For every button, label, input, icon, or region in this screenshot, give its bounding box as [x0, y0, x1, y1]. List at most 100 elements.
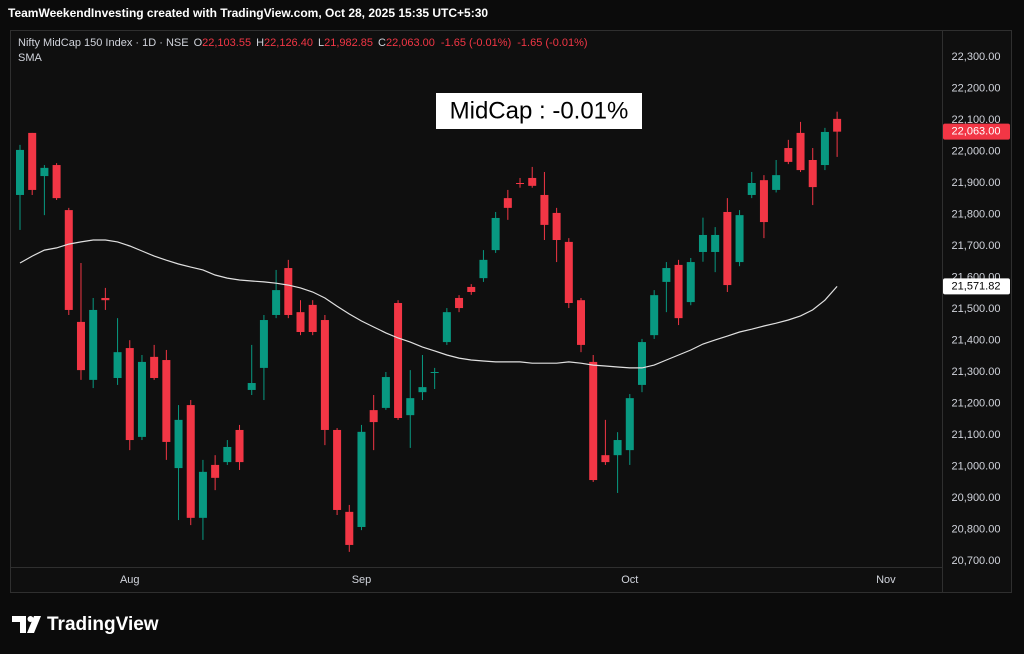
- y-tick-label: 22,000.00: [952, 145, 1001, 157]
- logo-mark: [27, 616, 34, 622]
- candle-body: [784, 148, 793, 162]
- sma-price-box: [943, 278, 1010, 295]
- y-tick-label: 20,700.00: [952, 555, 1001, 567]
- candle-body: [272, 290, 281, 315]
- change: -1.65 (-0.01%): [440, 37, 512, 49]
- candle-body: [601, 455, 610, 463]
- watermark: TradingView: [47, 614, 159, 635]
- change: -1.65 (-0.01%): [517, 37, 588, 49]
- candle-body: [833, 118, 842, 132]
- candle-body: [76, 321, 85, 371]
- candle-body: [137, 361, 146, 437]
- ohlc: O22,103.55 H22,126.40 L21,982.85 C22,063.00…: [189, 37, 588, 49]
- candle-body: [418, 387, 427, 393]
- legend-row: Nifty MidCap 150 Index · 1D · NSE O22,103…: [18, 36, 588, 51]
- y-tick-label: 21,800.00: [952, 208, 1001, 220]
- candle-body: [320, 320, 329, 430]
- candle-body: [564, 241, 573, 304]
- x-tick-label: Nov: [876, 574, 896, 586]
- candle-body: [528, 177, 537, 186]
- candle-body: [308, 304, 317, 332]
- candle-body: [89, 309, 98, 380]
- candle-body: [16, 149, 25, 195]
- candle-body: [467, 286, 476, 292]
- candle-body: [503, 198, 512, 208]
- legend: Nifty MidCap 150 Index · 1D · NSE O22,103…: [18, 36, 588, 66]
- candle-body: [759, 180, 768, 223]
- candle-body: [698, 234, 707, 252]
- candle-body: [113, 352, 122, 378]
- y-tick-label: 21,700.00: [952, 240, 1001, 252]
- y-tick-label: 20,800.00: [952, 523, 1001, 535]
- candle-body: [394, 303, 403, 418]
- candle-body: [796, 132, 805, 171]
- candle-body: [40, 167, 49, 177]
- attribution: TeamWeekendInvesting created with Tradin…: [8, 6, 488, 20]
- candle-body: [406, 398, 415, 416]
- candle-body: [381, 377, 390, 408]
- candle-body: [259, 320, 268, 368]
- candle-body: [577, 300, 586, 345]
- y-tick-label: 21,000.00: [952, 460, 1001, 472]
- ohlc-key: H: [256, 37, 265, 49]
- candle-body: [64, 210, 73, 310]
- indicator-name: SMA: [18, 52, 42, 64]
- candle-body: [284, 268, 293, 315]
- y-tick-label: 22,100.00: [952, 114, 1001, 126]
- candle-body: [223, 446, 232, 463]
- candle-body: [101, 297, 110, 301]
- candle-body: [625, 398, 634, 451]
- y-tick-label: 21,300.00: [952, 366, 1001, 378]
- candle-body: [711, 234, 720, 252]
- candles: [16, 111, 842, 552]
- logo: [12, 616, 41, 633]
- candle-body: [296, 312, 305, 332]
- ohlc-key: C: [378, 37, 386, 49]
- sma-price-label: 21,571.82: [952, 280, 1001, 292]
- y-tick-label: 21,100.00: [952, 429, 1001, 441]
- candle-body: [211, 464, 220, 478]
- candle-body: [235, 429, 244, 463]
- candle-body: [186, 405, 195, 518]
- candle-body: [455, 297, 464, 309]
- y-tick-label: 22,200.00: [952, 82, 1001, 94]
- candle-body: [247, 383, 256, 390]
- candle-body: [516, 182, 525, 184]
- y-tick-label: 21,500.00: [952, 303, 1001, 315]
- candle-body: [820, 131, 829, 166]
- y-tick-label: 22,300.00: [952, 51, 1001, 63]
- candle-body: [333, 429, 342, 510]
- candle-body: [430, 372, 439, 374]
- candle-body: [52, 165, 61, 199]
- candle-body: [174, 419, 183, 469]
- candle-body: [686, 262, 695, 303]
- y-tick-label: 21,400.00: [952, 334, 1001, 346]
- y-tick-label: 21,200.00: [952, 397, 1001, 409]
- candle-body: [162, 360, 171, 442]
- candle-body: [552, 212, 561, 241]
- last-price-label: 22,063.00: [952, 126, 1001, 138]
- ohlc-value: 21,982.85: [324, 37, 374, 49]
- x-tick-label: Oct: [621, 574, 638, 586]
- y-tick-label: 21,900.00: [952, 177, 1001, 189]
- candle-body: [125, 348, 134, 441]
- candle-body: [28, 132, 37, 190]
- ohlc-value: 22,103.55: [202, 37, 252, 49]
- candle-body: [357, 431, 366, 527]
- candle-body: [637, 342, 646, 385]
- candle-body: [723, 211, 732, 286]
- annotation-box: [436, 93, 642, 129]
- candle-body: [808, 160, 817, 188]
- x-tick-label: Aug: [120, 574, 140, 586]
- candle-body: [589, 361, 598, 481]
- candle-body: [369, 410, 378, 423]
- candle-body: [345, 511, 354, 545]
- sma-line: [19, 239, 838, 369]
- candle-body: [662, 268, 671, 282]
- candle-body: [491, 217, 500, 251]
- last-price-box: [943, 123, 1010, 140]
- logo-mark: [27, 616, 41, 633]
- y-tick-label: 20,900.00: [952, 492, 1001, 504]
- candle-body: [772, 175, 781, 190]
